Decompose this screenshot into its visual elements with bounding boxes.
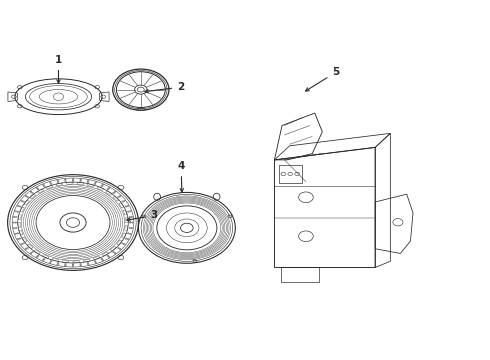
Text: 1: 1: [55, 55, 62, 83]
Text: 2: 2: [145, 82, 184, 93]
Text: 5: 5: [306, 67, 340, 91]
Text: 4: 4: [177, 161, 185, 192]
Text: 3: 3: [127, 211, 158, 221]
